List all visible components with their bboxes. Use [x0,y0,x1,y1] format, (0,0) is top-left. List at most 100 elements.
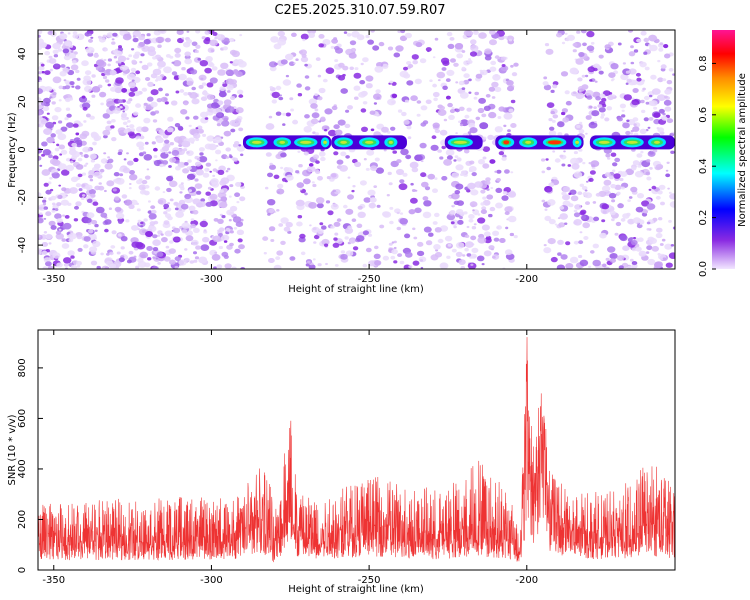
spectrogram-noise-cell [617,42,622,46]
colorbar-tick-label: 0.8 [698,55,709,71]
spectrogram-noise-cell [348,52,357,59]
spectrogram-noise-cell [333,221,341,227]
colorbar-tick-label: 0.4 [698,158,709,174]
spectrogram-noise-cell [91,94,96,98]
spectrogram-noise-cell [128,204,135,209]
spectrogram-noise-cell [235,182,242,187]
signal-band-peak [626,140,638,144]
spectrogram-noise-cell [570,195,579,202]
spectrogram-noise-cell [629,258,634,262]
spectrogram-noise-cell [594,121,597,123]
spectrogram-noise-cell [453,200,460,205]
spectrogram-noise-cell [121,112,128,117]
spectrogram-noise-cell [61,243,70,249]
spectrogram-noise-cell [408,209,416,215]
spectrogram-noise-cell [126,259,132,264]
spectrogram-noise-cell [314,132,319,136]
spectrogram-noise-cell [141,87,148,92]
spectrogram-noise-cell [52,202,56,206]
spectrogram-noise-cell [84,148,89,152]
spectrogram-noise-cell [668,219,672,223]
spectrogram-noise-cell [430,254,439,261]
spectrogram-noise-cell [588,177,594,182]
spectrogram-noise-cell [304,86,311,91]
spectrogram-noise-cell [485,94,491,98]
spectrogram-noise-cell [38,248,43,255]
spectrogram-noise-cell [487,134,495,140]
spectrogram-noise-cell [390,255,396,260]
spectrogram-noise-cell [359,180,367,186]
spectrogram-noise-cell [362,230,369,236]
signal-band-peak [598,140,610,144]
spectrogram-noise-cell [146,33,151,37]
spectrogram-noise-cell [661,116,668,121]
spectrogram-noise-cell [421,181,429,188]
spectrogram-noise-cell [643,209,648,214]
spectrogram-noise-cell [63,263,69,267]
spectrogram-noise-cell [543,76,548,80]
spectrogram-noise-cell [342,73,346,77]
spectrogram-noise-cell [450,58,456,63]
spectrogram-noise-cell [417,241,424,247]
spectrogram-noise-cell [138,178,143,182]
colorbar-label: Normalized spectral amplitude [737,73,748,227]
spectrogram-noise-cell [280,59,288,65]
spectrogram-noise-cell [232,216,242,223]
spectrogram-noise-cell [351,189,355,193]
spectrogram-noise-cell [668,252,675,259]
spectrogram-noise-cell [635,206,644,213]
spectrogram-noise-cell [136,141,145,148]
signal-band-peak [323,140,328,144]
spectrogram-noise-cell [209,77,218,84]
spectrogram-noise-cell [315,57,321,61]
spectrogram-noise-cell [195,30,201,34]
spectrogram-noise-cell [355,235,365,242]
spectrogram-noise-cell [303,126,312,133]
spectrogram-noise-cell [154,186,161,191]
spectrogram-noise-cell [111,230,117,235]
spectrogram-noise-cell [422,196,429,201]
spectrogram-noise-cell [638,250,647,257]
spectrogram-noise-cell [209,170,212,173]
spectrogram-noise-cell [174,207,179,211]
spectrogram-noise-cell [126,57,130,60]
spectrogram-noise-cell [128,250,134,255]
spectrogram-noise-cell [213,137,222,144]
spectrogram-noise-cell [622,245,630,251]
spectrogram-noise-cell [581,84,589,90]
spectrogram-noise-cell [619,177,624,182]
signal-band-peak [525,140,532,144]
spectrogram-noise-cell [187,173,196,180]
spectrogram-noise-cell [44,51,51,56]
spectrogram-noise-cell [223,99,232,106]
spectrogram-noise-cell [89,246,98,253]
spectrogram-noise-cell [340,88,349,94]
signal-band-peak [453,140,467,144]
spectrogram-noise-cell [112,188,117,192]
spectrogram-noise-cell [265,152,272,157]
spectrogram-noise-cell [58,99,62,102]
spectrogram-noise-cell [83,154,89,159]
spectrogram-noise-cell [343,31,348,34]
spectrogram-noise-cell [238,127,244,132]
spectrogram-noise-cell [147,49,157,57]
spectrogram-noise-cell [117,99,123,104]
spectrogram-noise-cell [474,91,480,96]
spectrogram-noise-cell [404,99,409,103]
spectrogram-noise-cell [620,218,626,222]
spectrogram-noise-cell [90,36,94,39]
spectrogram-noise-cell [620,73,629,81]
spectrogram-noise-cell [351,218,357,222]
spectrogram-noise-cell [420,105,428,111]
spectrogram-noise-cell [359,80,366,85]
spectrogram-noise-cell [630,186,638,193]
spectrogram-noise-cell [99,168,105,173]
spectrogram-noise-cell [403,119,410,125]
spectrogram-noise-cell [333,237,338,241]
spectrogram-noise-cell [655,232,663,239]
spectrogram-noise-cell [456,208,464,215]
spectrogram-noise-cell [285,74,289,78]
spectrogram-noise-cell [147,257,152,261]
spectrogram-noise-cell [234,118,242,124]
spectrogram-noise-cell [233,227,238,230]
